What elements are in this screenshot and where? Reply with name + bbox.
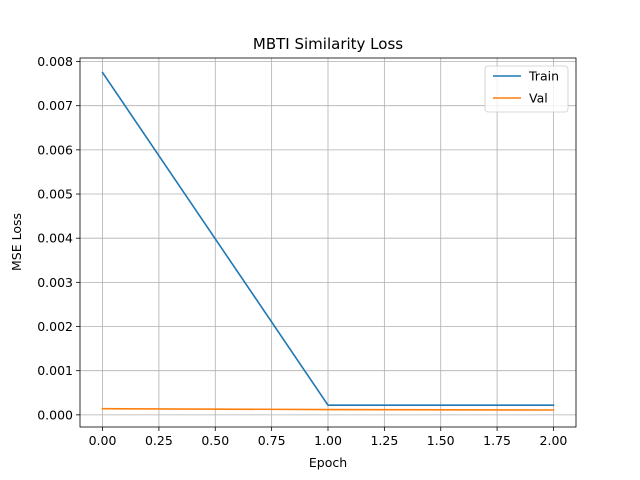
x-tick-label: 2.00 bbox=[540, 433, 568, 448]
x-axis-label: Epoch bbox=[309, 455, 347, 470]
axis-ticks: 0.00 0.25 0.50 0.75 1.00 1.25 1.50 1.75 2.00 0.00… bbox=[37, 54, 567, 448]
x-tick-label: 0.50 bbox=[201, 433, 229, 448]
y-tick-label: 0.007 bbox=[37, 98, 73, 113]
legend-box bbox=[484, 65, 569, 113]
y-tick-label: 0.006 bbox=[37, 142, 73, 157]
x-tick-label: 0.25 bbox=[145, 433, 173, 448]
y-tick-label: 0.005 bbox=[37, 187, 73, 202]
series-lines bbox=[101, 71, 555, 411]
legend-label-train: Train bbox=[528, 69, 559, 84]
x-tick-label: 0.75 bbox=[258, 433, 286, 448]
y-tick-label: 0.008 bbox=[37, 54, 73, 69]
y-tick-label: 0.000 bbox=[37, 407, 73, 422]
legend-label-val: Val bbox=[529, 91, 548, 106]
y-tick-label: 0.003 bbox=[37, 275, 73, 290]
y-tick-label: 0.002 bbox=[37, 319, 73, 334]
legend: Train Val bbox=[484, 65, 569, 113]
y-tick-label: 0.001 bbox=[37, 363, 73, 378]
grid-lines bbox=[80, 58, 576, 427]
series-line-val bbox=[101, 407, 555, 411]
y-axis-label: MSE Loss bbox=[9, 213, 24, 271]
x-tick-label: 1.25 bbox=[370, 433, 398, 448]
x-tick-label: 1.75 bbox=[483, 433, 511, 448]
x-tick-label: 1.50 bbox=[427, 433, 455, 448]
chart-title: MBTI Similarity Loss bbox=[253, 35, 403, 53]
y-tick-label: 0.004 bbox=[37, 231, 73, 246]
series-line-train bbox=[101, 71, 555, 406]
x-tick-label: 1.00 bbox=[314, 433, 342, 448]
x-tick-label: 0.00 bbox=[89, 433, 117, 448]
